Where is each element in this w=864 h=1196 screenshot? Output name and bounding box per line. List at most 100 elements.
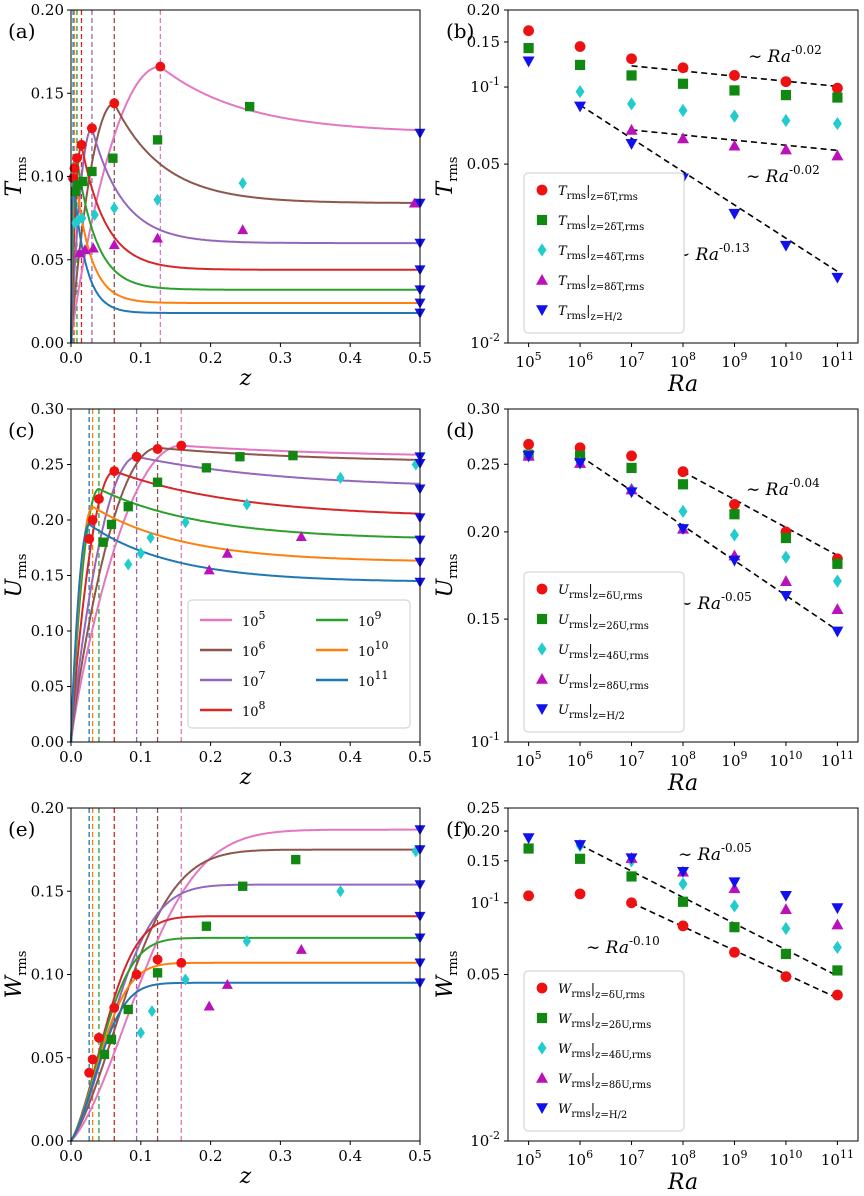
- legend-marker: [537, 243, 547, 257]
- legend: [523, 571, 685, 733]
- data-marker: [729, 509, 740, 520]
- y-tick-label: 0.20: [31, 1, 64, 19]
- panel-d: 105 106 107 108 109 1010 1011 10-1 0.15 0.20 0.25 0…: [433, 400, 859, 796]
- data-marker: [729, 946, 740, 958]
- tick-label: 109: [721, 749, 747, 770]
- data-marker: [729, 922, 740, 933]
- data-marker: [831, 603, 844, 614]
- data-marker: [523, 25, 534, 37]
- tick-label: 109: [721, 1148, 747, 1169]
- data-marker: [523, 890, 534, 902]
- data-marker: [235, 452, 245, 462]
- y-tick-label: 0.15: [31, 882, 64, 900]
- data-marker: [677, 132, 689, 144]
- x-tick-label: 0.0: [59, 748, 83, 766]
- data-marker: [203, 1000, 215, 1011]
- data-marker: [203, 564, 215, 575]
- data-marker: [677, 78, 689, 89]
- data-marker: [131, 451, 142, 462]
- data-marker: [238, 881, 248, 891]
- data-marker: [729, 528, 739, 542]
- tick-label: 109: [358, 609, 382, 630]
- legend-marker: [536, 305, 548, 316]
- curve-109: [70, 936, 420, 1142]
- fit-annotation: ∼ Ra-0.05: [678, 590, 752, 614]
- data-marker: [779, 590, 792, 602]
- data-marker: [677, 524, 689, 535]
- legend-label: Wrms|z=4δU,rms: [558, 1042, 651, 1061]
- data-marker: [831, 149, 844, 161]
- tick-label: 10-1: [470, 730, 500, 751]
- curve-1011: [70, 523, 420, 743]
- data-marker: [832, 116, 842, 131]
- y-axis-label: Urms: [2, 554, 30, 598]
- data-marker: [522, 833, 535, 845]
- legend-label: Wrms|z=δU,rms: [558, 982, 645, 1001]
- y-tick-label: 0.05: [31, 1049, 64, 1067]
- legend-marker: [536, 1103, 548, 1114]
- data-marker: [123, 1004, 133, 1015]
- data-marker: [87, 242, 99, 253]
- y-tick-label: 0.10: [31, 966, 64, 984]
- data-marker: [832, 82, 843, 94]
- x-tick-label: 0.5: [408, 349, 432, 367]
- data-marker: [155, 61, 166, 72]
- legend-marker: [536, 214, 548, 226]
- fit-line: [579, 844, 838, 977]
- data-marker: [106, 1034, 117, 1045]
- data-marker: [832, 92, 843, 103]
- data-marker: [627, 97, 637, 111]
- y-tick-label: 0.00: [31, 733, 64, 751]
- fit-annotation: ∼ Ra-0.02: [748, 43, 822, 67]
- curve-106: [70, 102, 420, 344]
- legend-label: Wrms|z=8δU,rms: [558, 1072, 651, 1091]
- data-marker: [108, 153, 118, 163]
- tick-label: 107: [242, 669, 266, 690]
- data-marker: [176, 440, 187, 451]
- data-marker: [729, 85, 740, 96]
- y-tick-label: 0.05: [31, 251, 64, 269]
- data-marker: [87, 166, 97, 177]
- data-marker: [70, 186, 80, 197]
- y-tick-label: 0.20: [31, 511, 64, 529]
- data-marker: [574, 458, 587, 470]
- curve-1010: [70, 168, 420, 344]
- panel-f: 105 106 107 108 109 1010 1011 10-2 0.05 10-1 0.15 0…: [433, 799, 859, 1195]
- data-marker: [181, 973, 190, 986]
- fit-line: [579, 455, 838, 632]
- data-marker: [152, 954, 163, 965]
- data-marker: [626, 462, 637, 474]
- data-marker: [242, 935, 252, 948]
- legend-marker: [537, 642, 547, 656]
- data-marker: [781, 921, 791, 936]
- data-marker: [73, 247, 85, 258]
- curve-1011: [70, 981, 420, 1142]
- legend-marker: [536, 184, 548, 196]
- x-tick-label: 0.3: [268, 748, 292, 766]
- x-tick-label: 0.3: [268, 1147, 292, 1165]
- curve-1011: [70, 180, 420, 344]
- panel-label: (a): [8, 19, 36, 43]
- x-tick-label: 0.0: [59, 1147, 83, 1165]
- data-marker: [574, 888, 586, 900]
- data-marker: [677, 479, 689, 490]
- tick-label: 106: [567, 350, 593, 371]
- tick-label: 108: [670, 1148, 696, 1169]
- data-marker: [574, 59, 586, 71]
- tick-label: 1010: [769, 350, 802, 371]
- tick-label: 105: [516, 350, 542, 371]
- data-marker: [136, 547, 145, 560]
- tick-label: 106: [567, 1148, 593, 1169]
- fit-line: [579, 104, 838, 273]
- data-marker: [201, 463, 212, 473]
- legend-marker: [536, 583, 548, 595]
- x-tick-label: 0.0: [59, 349, 83, 367]
- data-marker: [625, 123, 638, 135]
- x-tick-label: 0.5: [408, 748, 432, 766]
- y-tick-label: 0.25: [31, 456, 64, 474]
- data-marker: [522, 451, 535, 462]
- tick-label: 0.25: [467, 799, 500, 817]
- panel-b: 105 106 107 108 109 1010 1011 10-2 0.05 10-1 0.15 0…: [433, 1, 859, 397]
- data-marker: [678, 103, 688, 118]
